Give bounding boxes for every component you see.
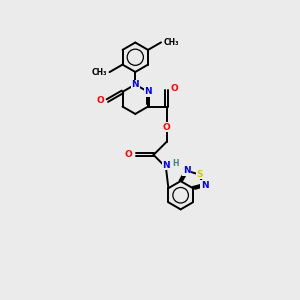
Text: S: S [196,169,202,178]
Text: N: N [183,166,190,175]
Text: H: H [172,159,179,168]
Text: O: O [170,84,178,93]
Text: N: N [131,80,139,89]
Text: N: N [162,161,170,170]
Text: N: N [201,181,208,190]
Text: O: O [96,96,104,105]
Text: CH₃: CH₃ [164,38,179,47]
Text: O: O [125,150,133,159]
Text: O: O [163,123,171,132]
Text: CH₃: CH₃ [92,68,107,76]
Text: N: N [144,87,152,96]
